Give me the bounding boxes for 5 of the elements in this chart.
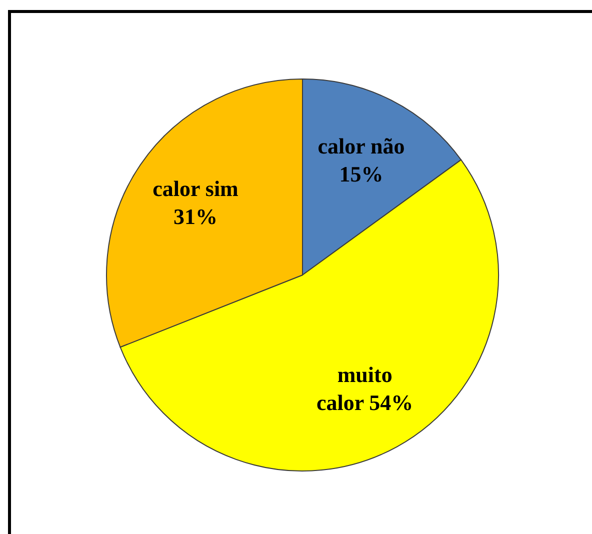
- slice-label: calor não: [318, 133, 405, 158]
- slice-label: muito calor 54%: [316, 362, 414, 416]
- data-label: 15%: [339, 161, 384, 186]
- data-label: 31%: [174, 204, 218, 229]
- slice-label: calor sim: [152, 176, 238, 201]
